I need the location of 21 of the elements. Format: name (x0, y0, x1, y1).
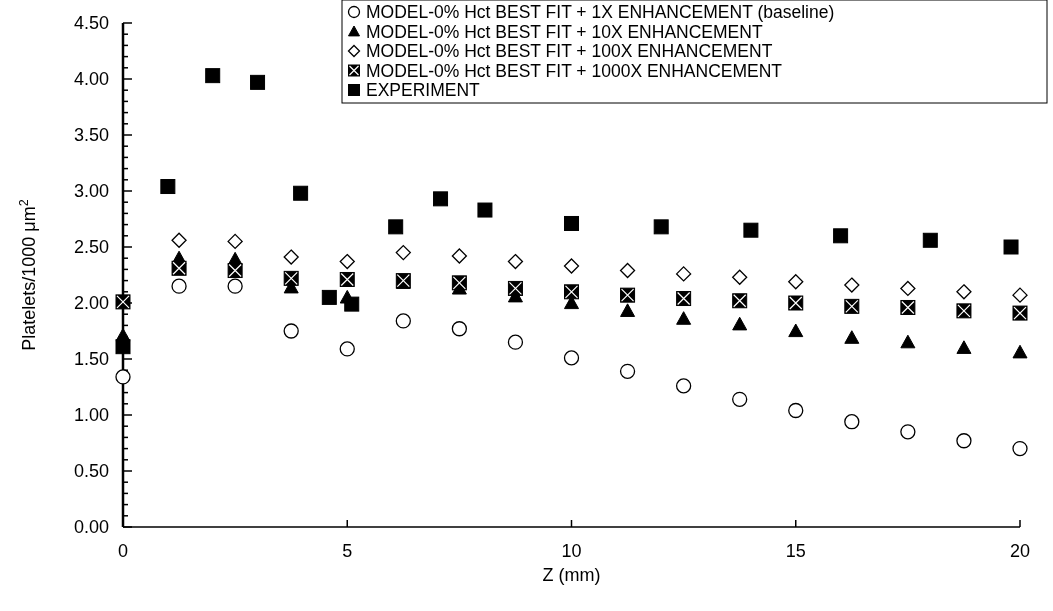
y-tick-label: 3.00 (73, 181, 109, 202)
x-tick-label: 10 (561, 541, 582, 561)
x-tick-label: 20 (1009, 541, 1031, 561)
y-tick-label: 2.50 (73, 237, 109, 258)
y-tick-label: 1.00 (73, 405, 109, 426)
y-tick-label: 4.00 (73, 69, 109, 90)
y-tick-label: 0.00 (73, 517, 109, 538)
x-tick-label: 0 (117, 541, 129, 561)
x-tick-label: 15 (785, 541, 806, 561)
legend-label: MODEL-0% Hct BEST FIT + 1000X ENHANCEMENT (366, 60, 783, 81)
y-tick-label: 3.50 (73, 125, 109, 146)
y-tick-label: 0.50 (73, 461, 109, 482)
legend-label: EXPERIMENT (366, 80, 481, 101)
legend-label: MODEL-0% Hct BEST FIT + 10X ENHANCEMENT (366, 21, 763, 42)
y-tick-label: 4.50 (73, 13, 109, 34)
legend-label: MODEL-0% Hct BEST FIT + 1X ENHANCEMENT (baseline) (366, 2, 835, 23)
x-tick-label: 5 (342, 541, 353, 561)
legend-label: MODEL-0% Hct BEST FIT + 100X ENHANCEMENT (366, 41, 773, 62)
y-tick-label: 2.00 (73, 293, 109, 314)
x-axis-title: Z (mm) (542, 565, 601, 585)
y-tick-label: 1.50 (73, 349, 109, 370)
